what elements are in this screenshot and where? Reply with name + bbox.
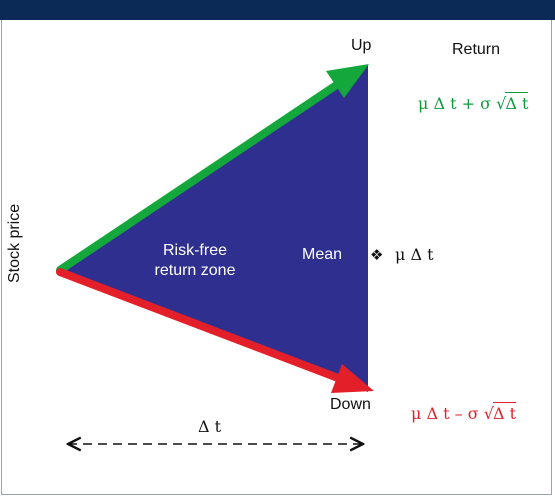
down-arrow-shaft [56, 268, 342, 382]
mean-label: Mean [302, 246, 343, 263]
up-arrow-shaft [56, 82, 339, 274]
zone-label-line2: return zone [154, 262, 236, 279]
up-label: Up [351, 37, 372, 54]
down-label: Down [330, 396, 371, 413]
delta-t-label: Δ t [198, 417, 222, 436]
mean-formula: μ Δ t [395, 245, 434, 264]
return-header: Return [452, 41, 501, 58]
sqrt-symbol: √ [483, 404, 494, 423]
risk-free-triangle [60, 65, 368, 392]
mean-marker-icon: ❖ [370, 246, 384, 264]
diagram-frame [1, 20, 552, 495]
down-arrowhead [331, 364, 374, 393]
down-formula-radicand: Δ t [492, 402, 517, 423]
stock-price-label: Stock price [6, 203, 23, 283]
up-return-formula: μ Δ t + σ √Δ t [418, 92, 529, 113]
up-arrowhead [326, 64, 369, 98]
sqrt-symbol: √ [496, 94, 507, 113]
up-formula-prefix: μ Δ t + σ [418, 94, 497, 113]
down-formula-prefix: μ Δ t – σ [411, 404, 484, 423]
zone-label-line1: Risk-free [162, 242, 227, 259]
down-return-formula: μ Δ t – σ √Δ t [411, 402, 517, 423]
up-formula-radicand: Δ t [505, 92, 529, 113]
header-band [0, 0, 555, 20]
